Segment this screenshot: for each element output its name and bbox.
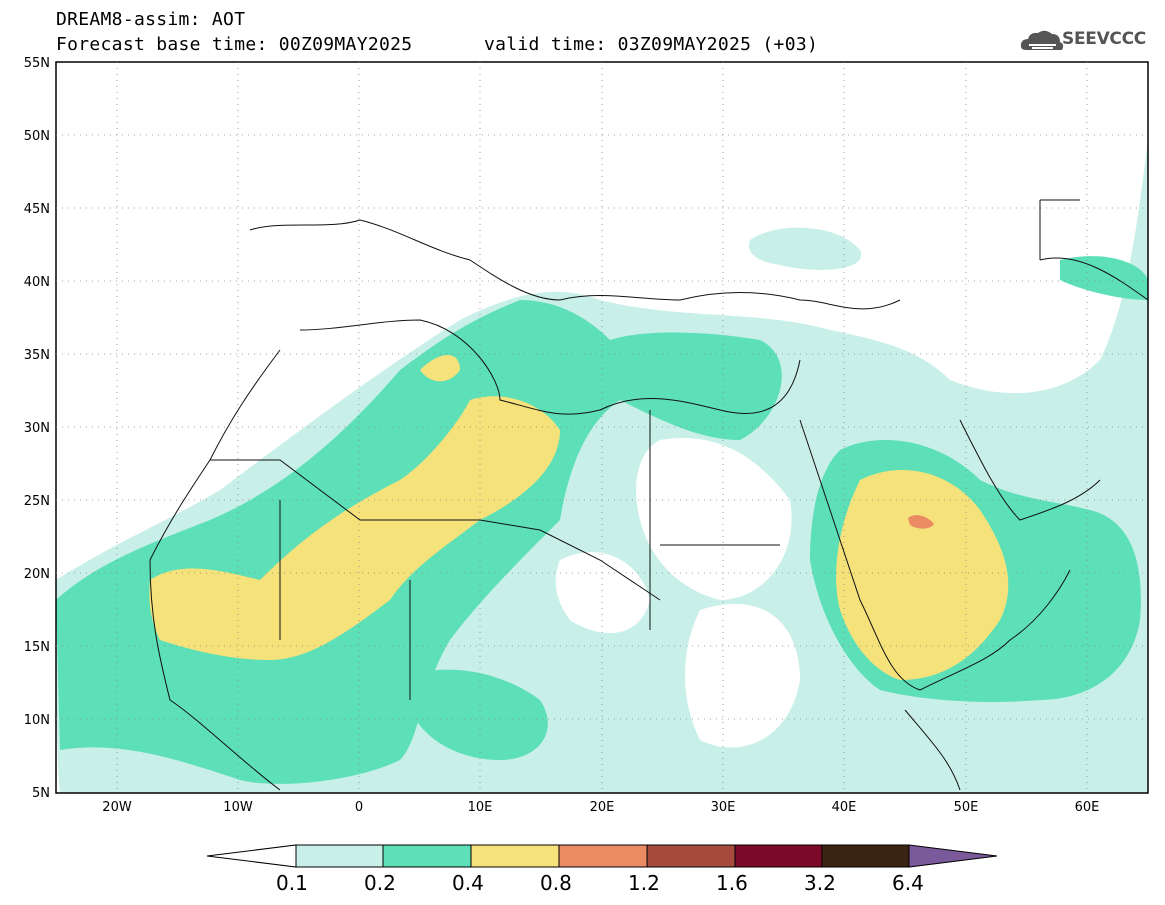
lon-label: 30E bbox=[711, 800, 736, 815]
lat-labels: 55N 50N 45N 40N 35N 30N 25N 20N 15N 10N … bbox=[24, 56, 50, 801]
lon-label: 20W bbox=[102, 800, 132, 815]
lon-labels: 20W 10W 0 10E 20E 30E 40E 50E 60E bbox=[102, 800, 1099, 815]
lat-label: 20N bbox=[24, 567, 50, 582]
colorbar-tick: 0.1 bbox=[276, 871, 308, 895]
lat-label: 35N bbox=[24, 348, 50, 363]
colorbar-tick: 1.6 bbox=[716, 871, 748, 895]
colorbar-tick: 0.8 bbox=[540, 871, 572, 895]
seevccc-logo: SEEVCCC bbox=[1062, 29, 1146, 49]
valid-time: valid time: 03Z09MAY2025 (+03) bbox=[484, 34, 819, 55]
map-title: DREAM8-assim: AOT bbox=[56, 9, 246, 30]
colorbar-swatch bbox=[470, 844, 560, 868]
colorbar-over-arrow bbox=[908, 844, 998, 868]
coastlines bbox=[149, 199, 1149, 791]
lon-label: 10W bbox=[223, 800, 253, 815]
colorbar-tick: 0.2 bbox=[364, 871, 396, 895]
colorbar-tick: 0.4 bbox=[452, 871, 484, 895]
colorbar bbox=[206, 844, 998, 868]
aot-contour-0.4-arabia bbox=[836, 470, 1009, 680]
lat-label: 50N bbox=[24, 129, 50, 144]
lat-label: 55N bbox=[24, 56, 50, 71]
lon-label: 20E bbox=[590, 800, 615, 815]
lat-label: 25N bbox=[24, 494, 50, 509]
lon-label: 60E bbox=[1075, 800, 1100, 815]
aot-contour-0.2-africa bbox=[400, 669, 548, 760]
colorbar-swatch bbox=[295, 844, 384, 868]
colorbar-swatch bbox=[734, 844, 823, 868]
lon-label: 50E bbox=[954, 800, 979, 815]
gridlines bbox=[56, 62, 1148, 793]
lat-label: 30N bbox=[24, 421, 50, 436]
aot-clear-sahel bbox=[555, 552, 650, 634]
aot-clear-sudan bbox=[685, 603, 800, 748]
colorbar-tick: 6.4 bbox=[892, 871, 924, 895]
colorbar-swatch bbox=[382, 844, 472, 868]
aot-contour-0.2-caspian bbox=[1060, 256, 1148, 300]
lat-label: 15N bbox=[24, 640, 50, 655]
lat-label: 10N bbox=[24, 713, 50, 728]
aot-clear-egypt bbox=[636, 438, 792, 600]
aot-contour-0.8 bbox=[908, 515, 934, 529]
colorbar-under-arrow bbox=[206, 844, 297, 868]
colorbar-tick: 3.2 bbox=[804, 871, 836, 895]
colorbar-swatch bbox=[821, 844, 910, 868]
aot-contour-0.1-cap bbox=[749, 227, 862, 270]
forecast-base-time: Forecast base time: 00Z09MAY2025 bbox=[56, 34, 413, 55]
colorbar-swatch bbox=[558, 844, 648, 868]
lat-label: 5N bbox=[32, 786, 50, 801]
lon-label: 40E bbox=[832, 800, 857, 815]
lon-label: 0 bbox=[355, 800, 363, 815]
cloud-icon bbox=[1020, 30, 1064, 50]
lon-label: 10E bbox=[468, 800, 493, 815]
lat-label: 40N bbox=[24, 275, 50, 290]
colorbar-swatch bbox=[646, 844, 736, 868]
lat-label: 45N bbox=[24, 202, 50, 217]
aot-contour-0.4-tunisia bbox=[420, 355, 460, 382]
colorbar-tick: 1.2 bbox=[628, 871, 660, 895]
aot-contour-0.4 bbox=[149, 396, 561, 660]
